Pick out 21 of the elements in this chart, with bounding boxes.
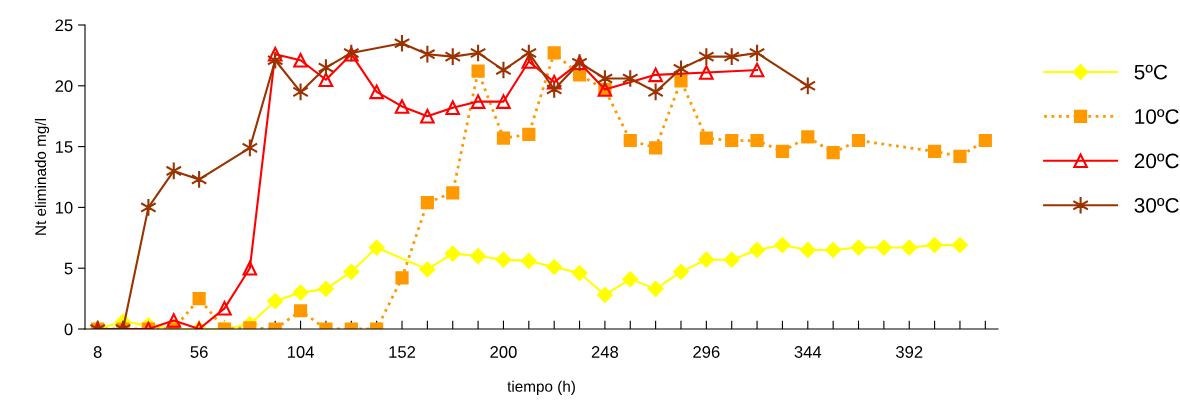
x-tick-label: 248	[591, 346, 619, 358]
y-axis-title: Nt eliminado mg/l	[34, 119, 50, 235]
legend-label: 5ºC	[1134, 64, 1168, 80]
x-tick-label: 152	[389, 346, 416, 358]
y-tick-label: 20	[55, 80, 73, 92]
x-axis-title: tiempo (h)	[507, 380, 575, 395]
y-tick-label: 10	[55, 201, 73, 214]
x-tick-label: 392	[895, 346, 923, 358]
x-tick-label: 200	[490, 346, 517, 358]
y-tick-label: 0	[64, 323, 73, 336]
x-tick-label: 56	[190, 346, 208, 358]
legend-label: 30ºC	[1134, 197, 1179, 213]
y-tick-label: 25	[55, 19, 73, 32]
y-tick-label: 15	[55, 141, 73, 153]
legend-label: 10ºC	[1135, 109, 1179, 124]
y-tick-label: 5	[64, 262, 73, 275]
x-tick-label: 344	[794, 346, 822, 358]
x-tick-label: 296	[693, 346, 720, 358]
x-tick-label: 8	[93, 346, 102, 358]
x-tick-label: 104	[287, 346, 314, 358]
legend-label: 20ºC	[1134, 153, 1179, 169]
